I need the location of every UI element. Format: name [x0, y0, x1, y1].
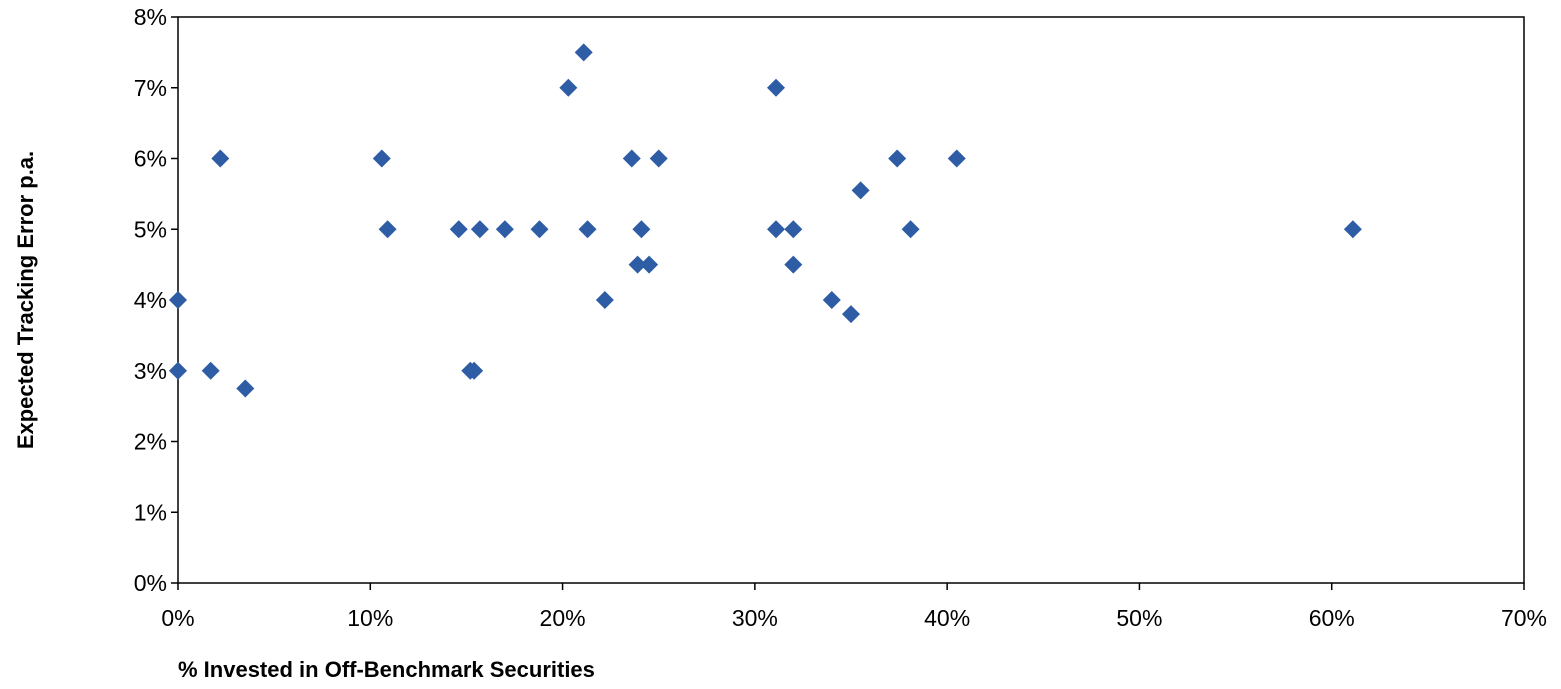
- x-tick-label: 0%: [161, 605, 194, 631]
- x-tick-label: 20%: [540, 605, 586, 631]
- data-point: [767, 78, 786, 97]
- x-tick-label: 50%: [1116, 605, 1162, 631]
- data-point: [851, 181, 870, 200]
- y-tick-label: 2%: [134, 429, 167, 455]
- data-point: [201, 361, 220, 380]
- y-tick-label: 8%: [134, 4, 167, 30]
- data-point: [888, 149, 907, 168]
- data-point: [465, 361, 484, 380]
- x-tick-label: 60%: [1309, 605, 1355, 631]
- y-tick-label: 3%: [134, 358, 167, 384]
- x-tick-label: 70%: [1501, 605, 1547, 631]
- y-tick-label: 0%: [134, 570, 167, 596]
- y-axis: 0% 1% 2% 3% 4% 5% 6% 7% 8%: [134, 4, 178, 596]
- y-tick-label: 7%: [134, 75, 167, 101]
- y-axis-title: Expected Tracking Error p.a.: [13, 151, 38, 449]
- data-point: [622, 149, 641, 168]
- data-point: [495, 220, 514, 239]
- data-point: [470, 220, 489, 239]
- data-point: [632, 220, 651, 239]
- plot-frame: [177, 16, 1525, 584]
- data-point: [578, 220, 597, 239]
- data-point: [842, 305, 860, 324]
- data-points: [169, 43, 1362, 398]
- data-point: [649, 149, 668, 168]
- data-point: [628, 255, 647, 274]
- data-point: [640, 255, 659, 274]
- data-point: [169, 361, 187, 380]
- data-point: [822, 291, 841, 309]
- x-axis: 0% 10% 20% 30% 40% 50% 60% 70%: [161, 583, 1547, 631]
- x-tick-label: 40%: [924, 605, 970, 631]
- plot-area: [177, 16, 1525, 584]
- data-point: [236, 379, 255, 398]
- x-tick-label: 10%: [347, 605, 393, 631]
- data-point: [901, 220, 920, 239]
- y-tick-label: 1%: [134, 499, 167, 525]
- data-point: [1343, 220, 1362, 239]
- data-point: [784, 255, 803, 274]
- data-point: [574, 43, 593, 62]
- data-point: [211, 149, 230, 168]
- data-point: [378, 220, 397, 239]
- y-tick-label: 4%: [134, 287, 167, 313]
- x-tick-label: 30%: [732, 605, 778, 631]
- data-point: [449, 220, 468, 239]
- data-point: [559, 78, 578, 97]
- data-point: [595, 291, 614, 309]
- y-tick-label: 5%: [134, 216, 167, 242]
- x-axis-title: % Invested in Off-Benchmark Securities: [178, 657, 595, 682]
- data-point: [372, 149, 391, 168]
- data-point: [169, 291, 187, 309]
- data-point: [784, 220, 803, 239]
- data-point: [530, 220, 549, 239]
- data-point: [947, 149, 966, 168]
- data-point: [767, 220, 786, 239]
- y-tick-label: 6%: [134, 146, 167, 172]
